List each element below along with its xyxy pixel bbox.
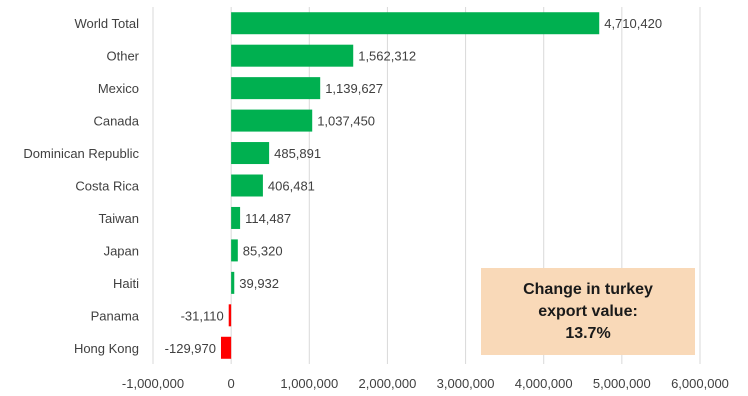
bar [231, 239, 238, 262]
bar [231, 44, 354, 67]
category-label: Panama [91, 308, 140, 323]
category-label: World Total [74, 16, 139, 31]
change-callout-text: Change in turkey export value: 13.7% [523, 280, 653, 342]
bar [231, 142, 270, 165]
category-label: Dominican Republic [23, 146, 139, 161]
category-label: Canada [93, 114, 139, 129]
data-label: 39,932 [239, 276, 279, 291]
x-tick-label: 4,000,000 [515, 376, 573, 391]
bar [231, 206, 241, 229]
bar [231, 271, 235, 294]
category-label: Costa Rica [75, 179, 139, 194]
data-label: -31,110 [181, 308, 224, 323]
change-callout-box: Change in turkey export value: 13.7% [481, 268, 695, 355]
bar [231, 174, 263, 197]
category-label: Mexico [98, 81, 139, 96]
category-labels: World Total Other Mexico Canada Dominican Re… [23, 16, 139, 356]
data-label: -129,970 [165, 341, 216, 356]
category-label: Haiti [113, 276, 139, 291]
category-label: Japan [104, 243, 139, 258]
bar [228, 304, 232, 327]
x-tick-label: 6,000,000 [671, 376, 729, 391]
bar [231, 77, 321, 100]
bar [231, 12, 600, 35]
data-label: 1,139,627 [325, 81, 383, 96]
data-label: 1,037,450 [317, 114, 375, 129]
data-label: 4,710,420 [604, 16, 662, 31]
x-tick-label: 3,000,000 [437, 376, 495, 391]
x-axis-tick-labels: -1,000,000 0 1,000,000 2,000,000 3,000,000 4,… [122, 376, 729, 391]
bar [231, 109, 313, 132]
x-tick-label: -1,000,000 [122, 376, 184, 391]
data-label: 406,481 [268, 179, 315, 194]
category-label: Hong Kong [74, 341, 139, 356]
x-tick-label: 0 [228, 376, 235, 391]
x-tick-label: 2,000,000 [359, 376, 417, 391]
bars [220, 12, 600, 359]
data-label: 114,487 [245, 211, 291, 226]
bar [220, 336, 232, 359]
category-label: Taiwan [99, 211, 139, 226]
x-tick-label: 5,000,000 [593, 376, 651, 391]
data-labels: 4,710,420 1,562,312 1,139,627 1,037,450 485,… [165, 16, 662, 356]
data-label: 85,320 [243, 243, 283, 258]
data-label: 1,562,312 [358, 49, 416, 64]
data-label: 485,891 [274, 146, 321, 161]
category-label: Other [106, 49, 139, 64]
x-tick-label: 1,000,000 [280, 376, 338, 391]
